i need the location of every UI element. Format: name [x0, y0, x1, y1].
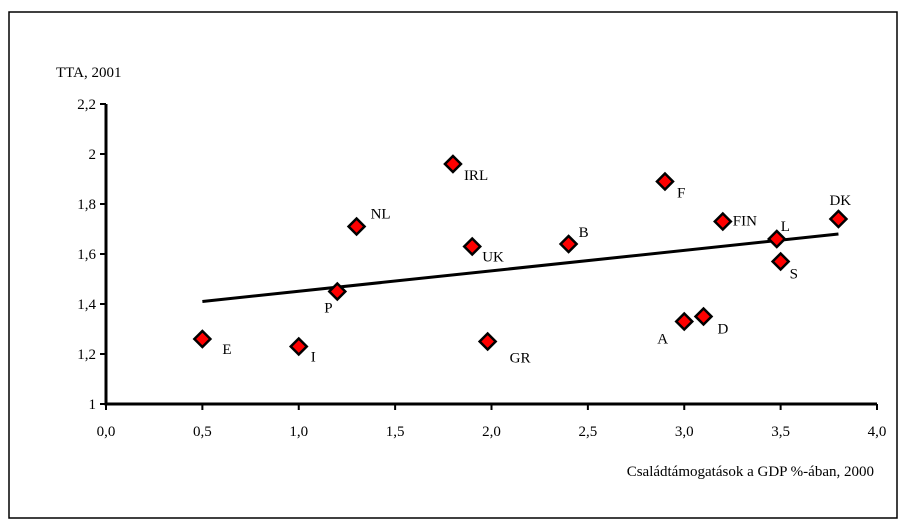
x-tick-label: 3,5	[771, 424, 790, 440]
point-label-gr: GR	[510, 351, 531, 367]
data-point-gr	[477, 331, 498, 352]
point-label-p: P	[324, 301, 332, 317]
x-tick-label: 1,0	[289, 424, 308, 440]
point-label-a: A	[657, 332, 668, 348]
point-label-s: S	[790, 267, 798, 283]
data-point-f	[655, 171, 675, 192]
data-point-a	[674, 311, 695, 332]
y-tick-label: 1,2	[77, 347, 96, 363]
y-tick-label: 1,4	[77, 297, 96, 313]
data-point-l	[767, 229, 787, 249]
point-label-nl: NL	[371, 207, 391, 223]
point-label-d: D	[718, 322, 729, 338]
point-label-dk: DK	[829, 193, 851, 209]
trendline-path	[202, 232, 839, 303]
point-label-f: F	[677, 186, 685, 202]
y-tick-label: 1,8	[77, 197, 96, 213]
y-tick-label: 2	[89, 147, 97, 163]
x-tick-label: 0,0	[97, 424, 116, 440]
chart-frame	[8, 11, 898, 519]
x-tick-label: 1,5	[386, 424, 405, 440]
axes: 1 1,2 1,4 1,6 1,8 2 2,2 0,0 0,5 1,0 1,5 2,0 2,5 3,0 3,…	[77, 97, 886, 440]
data-point-irl	[443, 154, 463, 174]
data-point-b	[558, 234, 579, 254]
point-label-fin: FIN	[733, 214, 757, 230]
data-point-e	[192, 329, 213, 349]
trendline	[202, 232, 839, 303]
point-label-e: E	[222, 342, 231, 358]
x-tick-label: 2,5	[579, 424, 598, 440]
data-point-p	[327, 281, 348, 302]
x-tick-label: 2,0	[482, 424, 501, 440]
x-axis-title: Családtámogatások a GDP %-ában, 2000	[627, 464, 874, 480]
data-point-nl	[346, 216, 367, 237]
point-label-irl: IRL	[464, 168, 488, 184]
point-label-b: B	[579, 225, 589, 241]
y-tick-label: 1	[89, 397, 97, 413]
y-tick-label: 1,6	[77, 247, 96, 263]
data-point-d	[693, 306, 714, 327]
x-tick-label: 4,0	[868, 424, 887, 440]
data-point-dk	[828, 209, 849, 229]
y-tick-label: 2,2	[77, 97, 96, 113]
data-point-s	[770, 251, 791, 272]
point-label-l: L	[781, 219, 790, 235]
x-tick-label: 3,0	[675, 424, 694, 440]
point-label-i: I	[311, 350, 316, 366]
data-point-fin	[713, 211, 733, 232]
data-points: E I P NL IRL UK GR B F A D FIN L S DK	[192, 154, 851, 367]
data-point-uk	[462, 236, 482, 257]
y-axis-title: TTA, 2001	[56, 65, 121, 81]
point-label-uk: UK	[482, 250, 504, 266]
x-tick-label: 0,5	[193, 424, 212, 440]
data-point-i	[288, 336, 309, 357]
